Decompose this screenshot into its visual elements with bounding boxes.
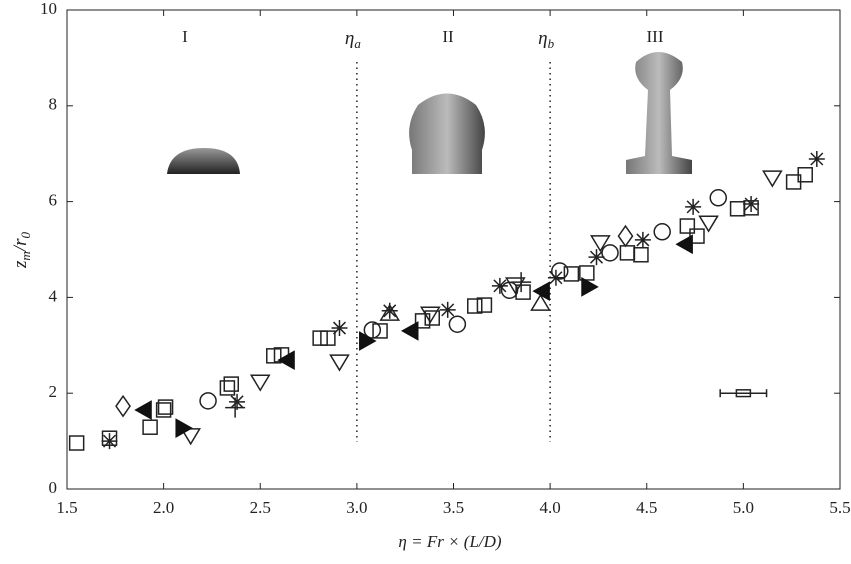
threshold-symbol: η — [345, 28, 354, 49]
point-square — [320, 330, 336, 346]
x-tick-label: 2.0 — [153, 498, 174, 517]
point-circle — [709, 189, 728, 207]
point-triangle-left — [400, 321, 419, 341]
point-triangle-up — [530, 293, 551, 311]
droplet-image — [167, 148, 240, 174]
threshold-label: ηa — [345, 28, 361, 51]
x-tick-label: 3.5 — [443, 498, 464, 517]
point-triangle-down — [329, 354, 350, 372]
point-asterisk — [634, 231, 651, 248]
y-label-text: z — [10, 260, 31, 269]
point-circle — [363, 321, 382, 339]
point-asterisk — [547, 269, 564, 286]
point-asterisk — [588, 249, 605, 266]
x-tick-label: 4.0 — [540, 498, 561, 517]
point-triangle-down — [762, 170, 783, 188]
point-triangle-down — [590, 235, 611, 253]
point-triangle-left — [277, 350, 295, 371]
x-tick-label: 5.0 — [733, 498, 754, 517]
region-label: III — [647, 27, 664, 46]
point-triangle-right — [581, 277, 599, 297]
point-diamond — [617, 224, 634, 248]
point-triangle-down — [698, 215, 719, 233]
point-square — [155, 402, 172, 418]
point-asterisk — [331, 320, 348, 337]
point-circle — [199, 392, 217, 410]
threshold-subscript: b — [548, 36, 555, 51]
point-asterisk — [808, 150, 825, 167]
y-axis-label: zm/r0 — [10, 232, 33, 269]
point-square — [467, 298, 483, 314]
point-square — [797, 167, 813, 183]
point-circle — [653, 223, 671, 241]
point-square — [142, 419, 158, 435]
point-triangle-left — [675, 234, 693, 255]
point-triangle-down — [419, 306, 441, 324]
y-tick-label: 0 — [49, 478, 58, 497]
y-tick-label: 2 — [49, 382, 58, 401]
point-triangle-down — [505, 277, 526, 295]
threshold-label: ηb — [538, 28, 554, 51]
point-asterisk — [743, 195, 760, 212]
point-asterisk — [439, 301, 456, 318]
point-triangle-up — [379, 303, 401, 321]
region-label: II — [442, 27, 454, 46]
point-circle — [551, 262, 569, 280]
point-square — [729, 201, 746, 217]
point-square — [679, 218, 696, 234]
point-plus — [225, 397, 246, 418]
threshold-symbol: η — [538, 28, 547, 49]
point-asterisk — [491, 277, 508, 294]
y-tick-label: 4 — [49, 286, 58, 305]
region-label: I — [182, 27, 188, 46]
y-label-subscript: 0 — [18, 232, 33, 239]
point-square — [579, 265, 595, 281]
x-axis-label: η = Fr × (L/D) — [398, 532, 501, 551]
y-tick-label: 10 — [40, 0, 57, 18]
point-triangle-left — [134, 400, 152, 420]
point-asterisk — [101, 433, 118, 450]
x-tick-label: 2.5 — [250, 498, 271, 517]
point-circle — [601, 244, 619, 262]
point-triangle-right — [175, 418, 193, 439]
point-square — [619, 245, 636, 261]
plot-frame — [66, 9, 841, 490]
point-asterisk — [229, 393, 246, 410]
point-square — [476, 297, 493, 313]
point-square — [563, 266, 580, 282]
point-square — [219, 380, 236, 396]
point-square — [157, 399, 174, 415]
point-square — [372, 323, 388, 339]
error-center — [735, 389, 752, 398]
threshold-subscript: a — [354, 36, 361, 51]
x-tick-label: 1.5 — [56, 498, 77, 517]
point-square — [424, 310, 440, 326]
point-square — [68, 435, 85, 451]
point-diamond — [115, 394, 131, 418]
point-square — [633, 247, 649, 263]
x-tick-label: 3.0 — [346, 498, 367, 517]
point-triangle-right — [359, 331, 377, 351]
y-label-subscript: m — [18, 251, 33, 260]
x-tick-label: 4.5 — [636, 498, 657, 517]
droplet-image — [409, 93, 485, 174]
point-circle — [448, 315, 467, 333]
point-triangle-down — [249, 374, 271, 392]
point-square — [223, 376, 240, 392]
point-asterisk — [685, 198, 702, 215]
point-asterisk — [381, 302, 398, 319]
point-plus — [511, 272, 532, 293]
y-tick-label: 8 — [49, 95, 58, 114]
y-tick-label: 6 — [49, 191, 58, 210]
droplet-image — [626, 52, 692, 174]
x-tick-label: 5.5 — [829, 498, 850, 517]
point-triangle-left — [532, 281, 550, 302]
y-label-text: /r — [10, 238, 31, 252]
